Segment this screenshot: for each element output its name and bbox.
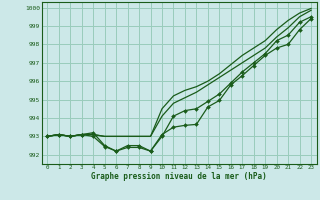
X-axis label: Graphe pression niveau de la mer (hPa): Graphe pression niveau de la mer (hPa) bbox=[91, 172, 267, 181]
